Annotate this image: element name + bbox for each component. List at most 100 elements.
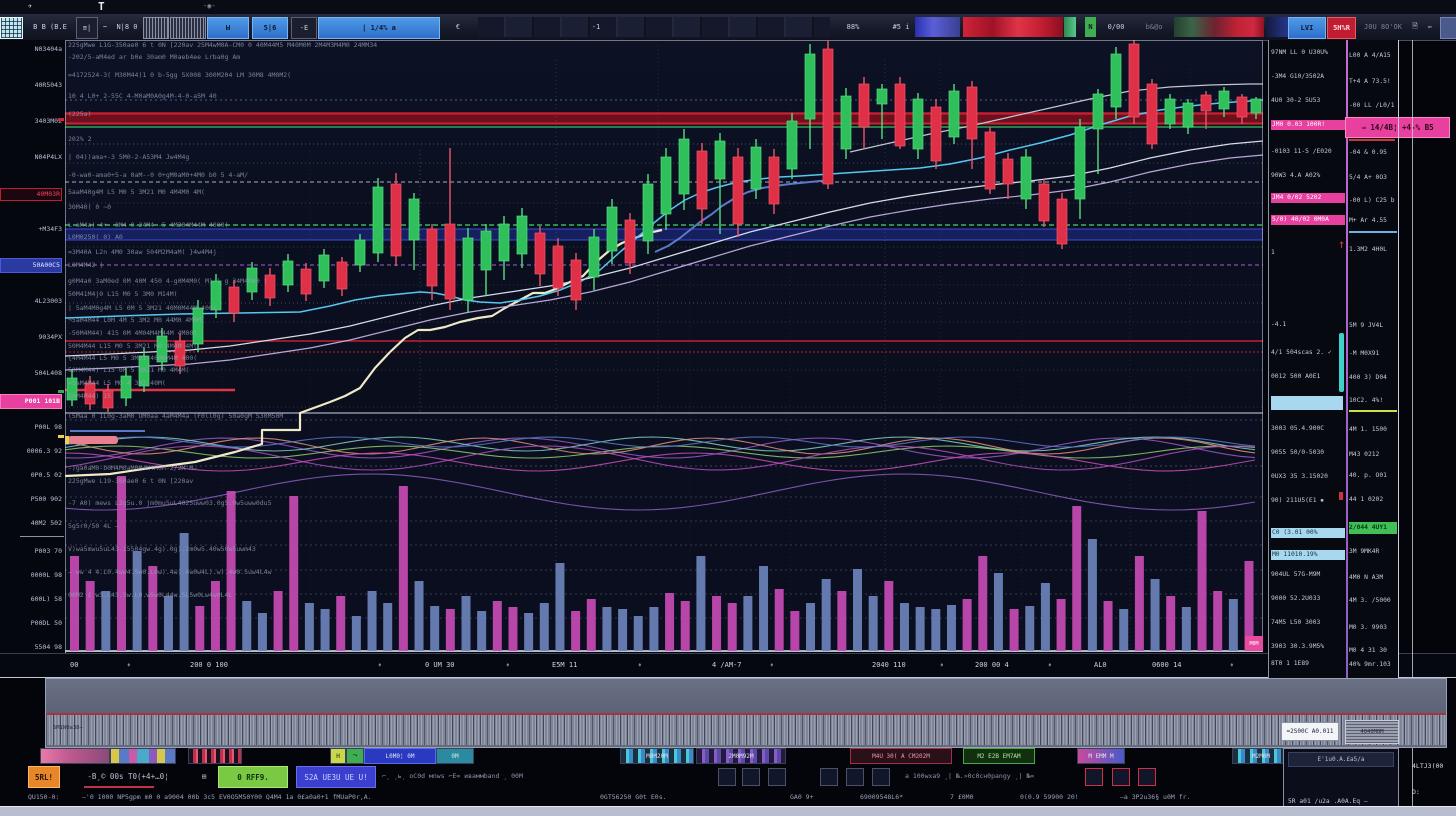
navigator-overview[interactable] [46, 679, 1446, 713]
book-row-right-18[interactable]: 4M0 N A3M [1349, 574, 1384, 581]
toolbar-segment-24[interactable]: LVI [1288, 17, 1326, 39]
toolbar-segment-0[interactable] [0, 17, 23, 39]
book-row-right-8[interactable]: 5M 9 JV4L [1349, 322, 1384, 329]
tool-icon-2[interactable] [768, 768, 786, 786]
book-row-right-14[interactable]: 40. p. O01 [1349, 472, 1387, 479]
toolbar-segment-4[interactable]: N|8 0 [116, 23, 138, 31]
toolbar-segment-11[interactable]: € [455, 23, 461, 31]
book-row-right-2[interactable]: -00 LL /L0/1 [1349, 102, 1395, 109]
legend-chip-9[interactable]: M4U 30( A CM202M [850, 748, 952, 764]
bottom-toolbar-item-4[interactable]: S2A UE3U UE U! [296, 766, 376, 788]
book-row-left-8[interactable]: 1 [1271, 249, 1275, 256]
toolbar-segment-2[interactable]: ≡| [76, 17, 98, 39]
book-row-left-9[interactable]: -4.1 [1271, 321, 1287, 328]
legend-chip-6[interactable]: 0M [436, 748, 474, 764]
toolbar-segment-15[interactable]: #5 i [892, 23, 910, 31]
toolbar-segment-16[interactable] [915, 17, 960, 37]
book-row-right-12[interactable]: 4M 1. 1500 [1349, 426, 1387, 433]
book-row-left-19[interactable]: 904UL 57G-M9M [1271, 571, 1321, 578]
toolbar-segment-3[interactable]: ~ [102, 23, 108, 31]
book-row-right-10[interactable]: 400 3) D04 [1349, 374, 1387, 381]
legend-chip-2[interactable] [188, 748, 242, 764]
toolbar-segment-12[interactable] [478, 17, 830, 37]
tool-icon-0[interactable] [718, 768, 736, 786]
book-row-right-13[interactable]: M43 0212 [1349, 451, 1380, 458]
book-row-left-10[interactable]: 4/1 504scas 2. ✓ [1271, 349, 1332, 356]
toolbar-segment-13[interactable]: -1 [591, 23, 601, 31]
book-row-left-16[interactable]: 90) 211U5(E1 ▪ [1271, 497, 1325, 504]
book-row-left-0[interactable]: 97NM LL 0 U30U% [1271, 49, 1328, 56]
book-row-right-20[interactable]: M0 3. 9903 [1349, 624, 1387, 631]
book-row-right-7[interactable]: 1.3M2 4H0L [1349, 246, 1387, 253]
book-row-right-3[interactable]: -04 & 0.95 [1349, 149, 1387, 156]
toolbar-segment-6[interactable] [170, 17, 206, 39]
toolbar-segment-14[interactable]: 88% [846, 23, 860, 31]
book-row-left-14[interactable]: 9055 50/0-5030 [1271, 449, 1325, 456]
navigator-range-input[interactable]: =2S00C A0.011 [1281, 722, 1339, 741]
chart-navigator-scrubber[interactable]: 5M1N0a38— =2S00C A0.011 4040M0M [45, 678, 1447, 748]
book-row-left-3[interactable]: JM0 0.03 100R! [1271, 120, 1345, 131]
toolbar-segment-27[interactable]: 🗎 [1412, 21, 1418, 30]
pin-icon[interactable]: ✈ [28, 2, 33, 10]
book-row-left-2[interactable]: 4U0 30-2 5U53 [1271, 97, 1321, 104]
toolbar-segment-25[interactable]: 5H%R [1327, 17, 1356, 39]
toolbar-segment-26[interactable]: J0U 8O'OK [1364, 23, 1402, 31]
toolbar-segment-29[interactable] [1440, 17, 1456, 39]
toolbar-segment-8[interactable]: 5|6 [252, 17, 288, 39]
book-row-left-18[interactable]: M0 11010.19% [1271, 550, 1345, 561]
legend-chip-11[interactable]: M EMM M [1077, 748, 1125, 764]
book-row-right-1[interactable]: T+4 A 73.5! [1349, 78, 1391, 85]
book-row-right-9[interactable]: -M M0X91 [1349, 350, 1380, 357]
legend-chip-7[interactable]: M0M20M [620, 748, 694, 764]
book-row-left-17[interactable]: C0 (3.01 00% [1271, 528, 1345, 539]
navigator-tick-strip[interactable] [46, 715, 1446, 745]
book-row-right-16[interactable]: 2/044 4UY1 [1349, 522, 1397, 535]
toolbar-segment-21[interactable]: b&@o [1145, 23, 1163, 31]
toolbar-segment-28[interactable]: ⇐ [1427, 23, 1433, 31]
book-row-left-23[interactable]: 8T0 1 1E89 [1271, 660, 1309, 667]
toolbar-segment-5[interactable] [143, 17, 169, 39]
tool-icon-6[interactable] [1085, 768, 1103, 786]
book-row-left-7[interactable]: 5/0) 40/02 0M0A [1271, 215, 1345, 226]
book-row-right-19[interactable]: 4M 3. /5000 [1349, 597, 1391, 604]
eye-icon[interactable]: -◉- [203, 2, 216, 10]
toolbar-segment-1[interactable]: B B (B.E [33, 23, 67, 31]
toolbar-segment-7[interactable]: Ы [207, 17, 249, 39]
toolbar-segment-23[interactable] [1266, 17, 1294, 37]
toolbar-segment-9[interactable]: -E [291, 17, 317, 39]
book-row-right-0[interactable]: L00 A 4/A15 [1349, 52, 1391, 59]
book-row-left-5[interactable]: 90W3 4.A A02% [1271, 172, 1321, 179]
bottom-toolbar-item-1[interactable]: -B¸© 00s T0(+4+…0¦ [87, 771, 169, 781]
legend-chip-12[interactable]: M2M0M [1232, 748, 1290, 764]
toolbar-segment-18[interactable] [1064, 17, 1076, 37]
book-row-left-11[interactable]: 0012 500 A0E1 [1271, 373, 1321, 380]
book-row-left-22[interactable]: 3903 30.3.9M5% [1271, 643, 1325, 650]
tool-icon-5[interactable] [872, 768, 890, 786]
toolbar-segment-10[interactable]: | 1/4% a [318, 17, 440, 39]
toolbar-segment-17[interactable] [963, 17, 1063, 37]
book-row-left-6[interactable]: JM4 0/02 5202 [1271, 193, 1345, 204]
order-panel-title[interactable]: E'1u0.A.£a5/a [1288, 752, 1394, 767]
legend-chip-10[interactable]: M2 E2B EM7AM [963, 748, 1035, 764]
tool-icon-7[interactable] [1112, 768, 1130, 786]
tool-icon-3[interactable] [820, 768, 838, 786]
book-row-left-15[interactable]: 0UX3 35 3.15020 [1271, 473, 1328, 480]
tool-icon-8[interactable] [1138, 768, 1156, 786]
book-row-left-21[interactable]: 74M5 L50 3003 [1271, 619, 1321, 626]
bottom-toolbar-item-2[interactable]: ⊞ [201, 771, 207, 781]
book-row-right-11[interactable]: 10C2. 4%! [1349, 397, 1384, 404]
legend-chip-0[interactable] [40, 748, 110, 764]
legend-chip-4[interactable]: ⤳ [346, 748, 364, 764]
tool-icon-4[interactable] [846, 768, 864, 786]
toolbar-segment-20[interactable]: 0/00 [1107, 23, 1125, 31]
book-row-right-17[interactable]: 3M 9MK4R [1349, 548, 1380, 555]
book-row-left-20[interactable]: 9000 52.2U033 [1271, 595, 1321, 602]
bottom-toolbar-item-3[interactable]: 0 RFF9. [218, 766, 288, 788]
main-chart[interactable]: 225gMwe L1G-350ae0 6 t 0N [220av 25M4wM0… [65, 40, 1263, 652]
legend-chip-8[interactable]: 2M0M92M [696, 748, 786, 764]
time-axis[interactable]: 00 200 0 100 0 UM 30 E5M 11 4 /AM-7 2040 110 2… [0, 653, 1456, 678]
book-row-right-5[interactable]: -00 L) C25 b [1349, 197, 1395, 204]
toolbar-segment-19[interactable]: N [1085, 17, 1096, 37]
book-row-right-15[interactable]: 44 1 0202 [1349, 496, 1384, 503]
legend-chip-1[interactable] [110, 748, 176, 764]
